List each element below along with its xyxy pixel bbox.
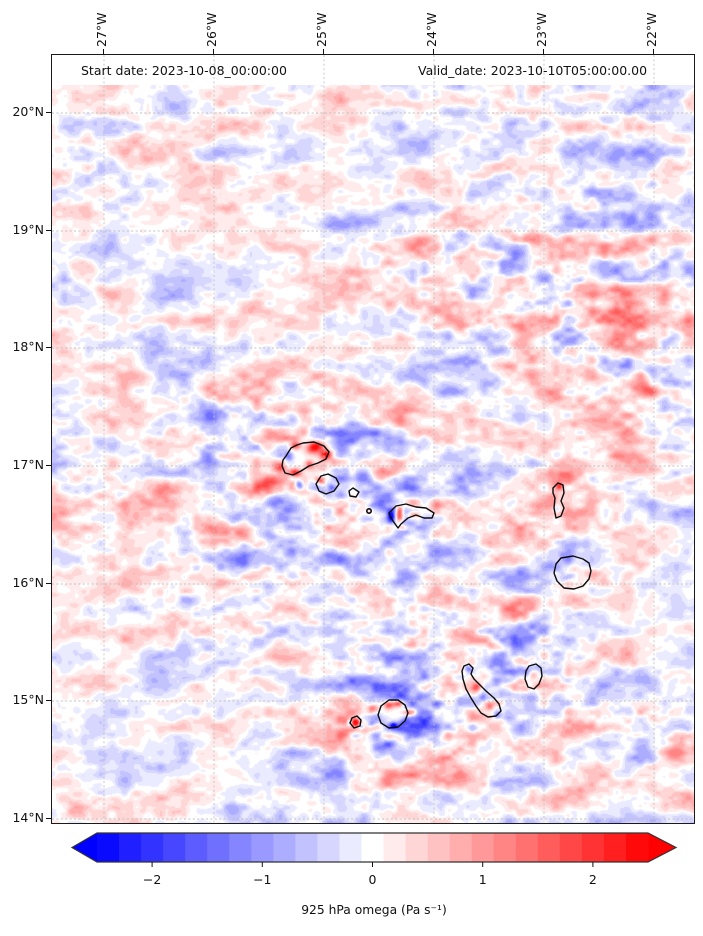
colorbar-segment <box>119 833 142 862</box>
colorbar-segment <box>581 833 605 862</box>
colorbar-outline <box>70 832 678 863</box>
map-plot-area: Start date: 2023-10-08_00:00:00 Valid_da… <box>51 54 695 824</box>
colorbar-tick-label: 0 <box>369 872 377 887</box>
colorbar-segment <box>405 833 429 862</box>
x-tick <box>543 49 544 54</box>
colorbar-segment <box>537 833 561 862</box>
omega-field-canvas <box>52 55 694 823</box>
y-tick-label: 19°N <box>12 222 44 237</box>
colorbar-segment <box>295 833 318 862</box>
coastline-sal <box>552 482 565 519</box>
colorbar-segment <box>163 833 186 862</box>
x-tick-label: 26°W <box>204 12 219 47</box>
y-tick <box>46 230 51 231</box>
x-tick-label: 25°W <box>314 12 329 47</box>
colorbar-tick-label: −2 <box>143 872 161 887</box>
y-tick <box>46 112 51 113</box>
colorbar-segment <box>273 833 296 862</box>
coastline-brava <box>349 715 362 729</box>
colorbar-segment <box>251 833 274 862</box>
title-strip <box>52 55 694 85</box>
colorbar-segment <box>515 833 539 862</box>
map-overlay <box>52 55 694 823</box>
colorbar-segment <box>207 833 230 862</box>
colorbar-segment <box>427 833 451 862</box>
coastline-maio <box>524 663 543 690</box>
colorbar-tick-label: 2 <box>589 872 597 887</box>
x-tick <box>433 49 434 54</box>
colorbar-segment <box>97 833 120 862</box>
coastline-santiago <box>461 663 502 718</box>
colorbar-left-arrow <box>72 833 97 862</box>
y-tick-label: 16°N <box>12 575 44 590</box>
coastline-fogo <box>377 699 409 729</box>
colorbar-segment <box>625 833 649 862</box>
x-tick-label: 27°W <box>94 12 109 47</box>
colorbar-tick-label: −1 <box>253 872 271 887</box>
start-date-text: Start date: 2023-10-08_00:00:00 <box>81 63 287 78</box>
colorbar-segment <box>141 833 164 862</box>
x-tick <box>653 49 654 54</box>
y-tick <box>46 347 51 348</box>
x-tick <box>213 49 214 54</box>
y-tick-label: 14°N <box>12 810 44 825</box>
x-tick-label: 23°W <box>534 12 549 47</box>
colorbar-segment <box>185 833 208 862</box>
x-tick <box>323 49 324 54</box>
colorbar-segment <box>339 833 363 862</box>
y-tick-label: 15°N <box>12 692 44 707</box>
colorbar-segment <box>317 833 341 862</box>
colorbar-segment <box>493 833 517 862</box>
colorbar-label: 925 hPa omega (Pa s⁻¹) <box>301 903 447 917</box>
colorbar-segment <box>603 833 627 862</box>
coastline-santa-luzia <box>348 487 360 498</box>
colorbar-segment <box>449 833 473 862</box>
colorbar: −2 −1 0 1 2 925 hPa omega (Pa s⁻¹) <box>70 832 678 917</box>
colorbar-segment <box>229 833 252 862</box>
y-tick-label: 20°N <box>12 104 44 119</box>
x-tick-label: 22°W <box>644 12 659 47</box>
coastline-sao-nicolau <box>388 503 435 529</box>
colorbar-tick-label: 1 <box>479 872 487 887</box>
x-tick-label: 24°W <box>424 12 439 47</box>
colorbar-right-arrow <box>648 833 676 862</box>
colorbar-segment <box>471 833 495 862</box>
coastline-sao-vicente <box>315 473 340 495</box>
y-tick-label: 17°N <box>12 457 44 472</box>
x-tick <box>103 49 104 54</box>
y-tick-label: 18°N <box>12 339 44 354</box>
valid-date-text: Valid_date: 2023-10-10T05:00:00.00 <box>418 63 648 78</box>
y-tick <box>46 818 51 819</box>
colorbar-segment <box>361 833 385 862</box>
y-tick <box>46 583 51 584</box>
colorbar-segment <box>383 833 407 862</box>
coastline-santo-antao <box>281 441 330 476</box>
y-tick <box>46 465 51 466</box>
y-tick <box>46 700 51 701</box>
colorbar-segment <box>559 833 583 862</box>
coastline-boa-vista <box>553 555 592 590</box>
coastline-raso <box>365 507 372 514</box>
